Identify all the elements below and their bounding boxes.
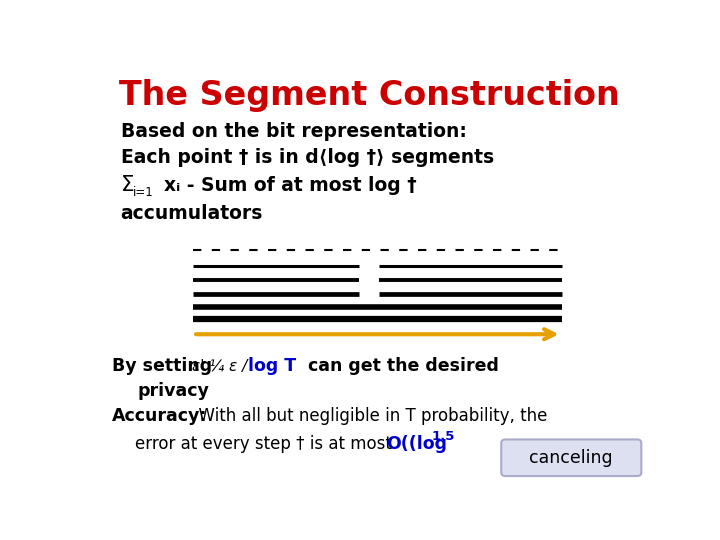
Text: Accuracy:: Accuracy:: [112, 407, 208, 425]
Text: With all but negligible in T probability, the: With all but negligible in T probability…: [188, 407, 548, 425]
Text: By setting: By setting: [112, 357, 218, 375]
Text: O((log: O((log: [386, 435, 446, 453]
Text: can get the desired: can get the desired: [297, 357, 500, 375]
Text: xᵢ - Sum of at most log †: xᵢ - Sum of at most log †: [151, 176, 417, 195]
Text: 1.5: 1.5: [431, 430, 455, 443]
Text: i=1: i=1: [133, 186, 153, 199]
Text: accumulators: accumulators: [121, 204, 263, 222]
Text: Σ: Σ: [121, 176, 135, 195]
Text: canceling: canceling: [529, 449, 613, 467]
Text: privacy: privacy: [138, 382, 210, 400]
Text: error at every step † is at most: error at every step † is at most: [135, 435, 402, 453]
Text: Based on the bit representation:: Based on the bit representation:: [121, 122, 467, 141]
Text: The Segment Construction: The Segment Construction: [119, 79, 619, 112]
Text: ε' ¼ ε /: ε' ¼ ε /: [192, 359, 252, 374]
FancyBboxPatch shape: [501, 440, 642, 476]
Text: Each point † is in d⟨log †⟩ segments: Each point † is in d⟨log †⟩ segments: [121, 147, 494, 167]
Text: log T: log T: [248, 357, 296, 375]
